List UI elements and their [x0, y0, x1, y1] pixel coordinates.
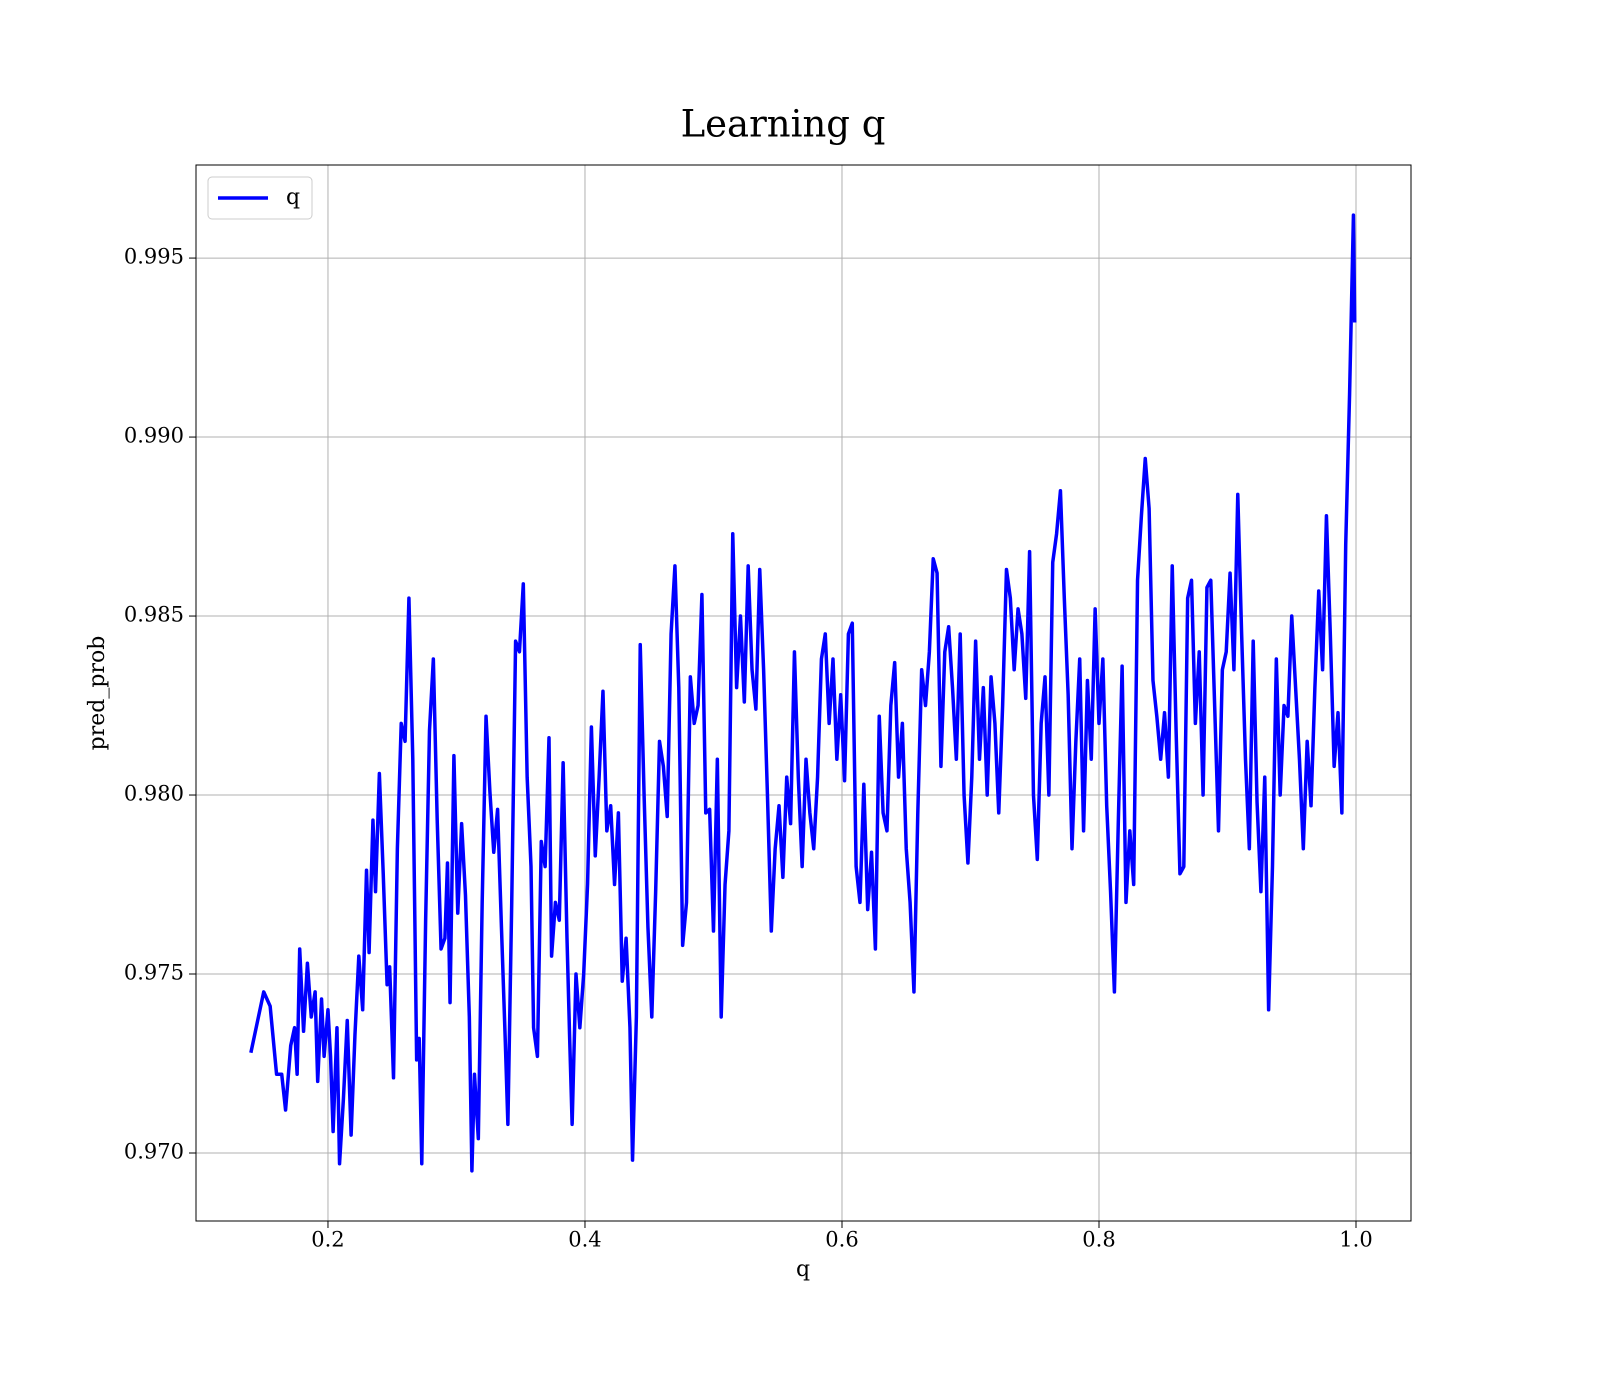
x-tick-label: 0.4	[568, 1228, 601, 1252]
y-tick-label: 0.990	[124, 424, 184, 448]
y-tick-label: 0.980	[124, 782, 184, 806]
y-tick-label: 0.995	[124, 245, 184, 269]
y-axis-label: pred_prob	[85, 636, 110, 751]
x-tick-label: 0.2	[311, 1228, 344, 1252]
chart-title: Learning q	[681, 103, 886, 146]
x-axis-label: q	[796, 1257, 810, 1282]
legend-label: q	[286, 185, 300, 210]
x-tick-label: 0.6	[825, 1228, 858, 1252]
line-series	[249, 213, 1357, 1173]
y-tick-label: 0.985	[124, 603, 184, 627]
x-tick-label: 0.8	[1082, 1228, 1115, 1252]
plot-frame	[195, 164, 1412, 1222]
x-tick-label: 1.0	[1339, 1228, 1372, 1252]
y-tick-label: 0.970	[124, 1139, 184, 1163]
y-tick-label: 0.975	[124, 961, 184, 985]
